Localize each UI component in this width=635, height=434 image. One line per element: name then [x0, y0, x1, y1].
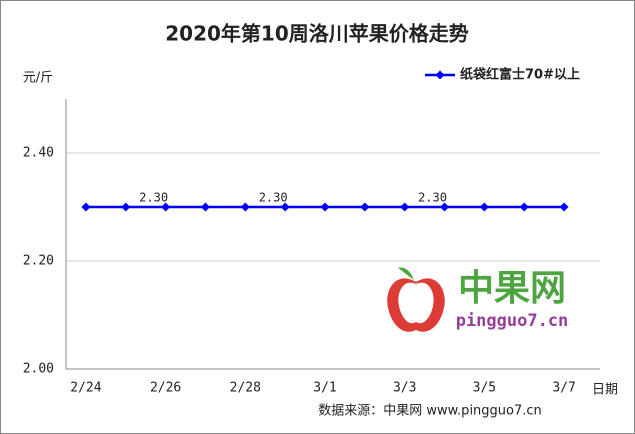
data-point [81, 202, 91, 212]
data-point [320, 202, 330, 212]
x-tick-label: 3/3 [393, 381, 416, 396]
data-label: 2.30 [139, 191, 168, 205]
watermark-brand: 中果网 [458, 268, 566, 309]
data-point [360, 202, 370, 212]
chart-title: 2020年第10周洛川苹果价格走势 [165, 22, 469, 46]
watermark: 中果网 pingguo7.cn [387, 267, 569, 332]
x-tick-label: 2/28 [230, 381, 261, 396]
x-tick-label: 3/1 [313, 381, 336, 396]
y-tick-label: 2.20 [23, 254, 54, 269]
y-axis-label: 元/斤 [23, 71, 53, 86]
x-tick-label: 3/5 [473, 381, 496, 396]
data-point [519, 202, 529, 212]
data-point [280, 202, 290, 212]
source: 数据来源：中果网 www.pingguo7.cn [318, 404, 542, 419]
data-point [200, 202, 210, 212]
x-tick-label: 2/24 [70, 381, 101, 396]
watermark-leaf [398, 267, 414, 280]
data-point [400, 202, 410, 212]
data-point [161, 202, 171, 212]
watermark-apple-inner [398, 282, 434, 324]
data-point [240, 202, 250, 212]
legend-marker [435, 70, 445, 80]
x-tick-label: 2/26 [150, 381, 181, 396]
y-tick-label: 2.40 [23, 146, 54, 161]
watermark-site: pingguo7.cn [456, 311, 569, 331]
data-point [559, 202, 569, 212]
data-label: 2.30 [418, 191, 447, 205]
y-tick-label: 2.00 [23, 362, 54, 377]
data-label: 2.30 [259, 191, 288, 205]
data-point [479, 202, 489, 212]
x-axis-label: 日期 [592, 383, 618, 398]
data-point [440, 202, 450, 212]
x-tick-label: 3/7 [552, 381, 575, 396]
legend-label: 纸袋红富士70#以上 [460, 67, 580, 83]
data-point [121, 202, 131, 212]
